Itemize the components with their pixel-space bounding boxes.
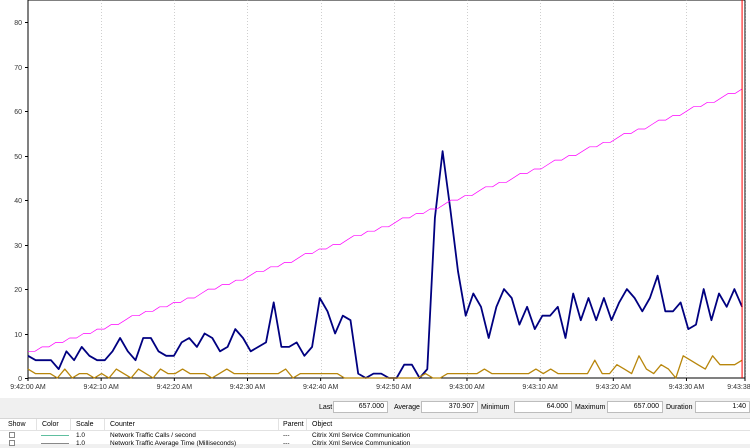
duration-label: Duration <box>666 404 693 411</box>
color-swatch <box>41 435 69 436</box>
column-divider[interactable] <box>278 419 279 430</box>
x-tick-label: 9:43:10 AM <box>522 384 558 391</box>
x-tick-label: 9:43:38 AM <box>727 384 750 391</box>
x-tick-label: 9:43:20 AM <box>596 384 632 391</box>
last-value: 657.000 <box>333 401 388 413</box>
y-tick-label: 60 <box>14 109 22 116</box>
average-value: 370.907 <box>421 401 478 413</box>
x-tick-label: 9:42:30 AM <box>230 384 266 391</box>
performance-graph[interactable]: 0 10 20 30 40 50 60 70 80 9:42:00 AM 9:42:10 AM 9:4… <box>0 0 750 398</box>
counter-cell: Network Traffic Calls / second <box>110 432 196 439</box>
counter-row[interactable]: 1.0 Network Traffic Average Time (Millis… <box>0 440 750 448</box>
show-checkbox[interactable] <box>9 440 15 446</box>
minimum-label: Minimum <box>481 404 510 411</box>
counter-row[interactable]: 1.0 Network Traffic Calls / second --- C… <box>0 432 750 440</box>
x-tick-label: 9:42:40 AM <box>303 384 339 391</box>
x-tick-label: 9:43:30 AM <box>669 384 705 391</box>
column-header-color[interactable]: Color <box>42 421 59 428</box>
counter-list-header: Show Color Scale Counter Parent Object <box>0 419 750 431</box>
object-cell: Citrix Xml Service Communication <box>312 432 411 439</box>
column-header-parent[interactable]: Parent <box>283 421 304 428</box>
x-tick-label: 9:42:20 AM <box>157 384 193 391</box>
y-tick-label: 40 <box>14 198 22 205</box>
x-tick-label: 9:42:10 AM <box>83 384 119 391</box>
column-divider[interactable] <box>70 419 71 430</box>
y-tick-label: 80 <box>14 20 22 27</box>
show-checkbox[interactable] <box>9 432 15 438</box>
series-line-1 <box>27 150 743 379</box>
column-header-show[interactable]: Show <box>8 421 26 428</box>
column-header-counter[interactable]: Counter <box>110 421 135 428</box>
x-tick-label: 9:42:50 AM <box>376 384 412 391</box>
series-line-2 <box>27 355 743 379</box>
y-tick-label: 70 <box>14 65 22 72</box>
y-tick-label: 30 <box>14 243 22 250</box>
series-line-3 <box>28 88 743 352</box>
duration-value: 1:40 <box>695 401 750 413</box>
last-label: Last <box>319 404 333 411</box>
column-divider[interactable] <box>36 419 37 430</box>
scale-cell: 1.0 <box>76 432 86 439</box>
y-tick-label: 10 <box>14 332 22 339</box>
column-divider[interactable] <box>104 419 105 430</box>
y-tick-label: 20 <box>14 287 22 294</box>
maximum-value: 657.000 <box>607 401 663 413</box>
average-label: Average <box>394 404 420 411</box>
plot-frame <box>27 0 746 379</box>
statistics-bar: Last 657.000 Average 370.907 Minimum 64.… <box>0 398 750 419</box>
y-tick-label: 50 <box>14 154 22 161</box>
counter-list: 1.0 Network Traffic Calls / second --- C… <box>0 431 750 447</box>
line-chart: 0 10 20 30 40 50 60 70 80 9:42:00 AM 9:42:10 AM 9:4… <box>10 0 750 391</box>
y-tick-label: 0 <box>18 376 22 383</box>
x-tick-label: 9:42:00 AM <box>10 384 46 391</box>
column-header-scale[interactable]: Scale <box>76 421 94 428</box>
column-header-object[interactable]: Object <box>312 421 333 428</box>
minimum-value: 64.000 <box>514 401 572 413</box>
parent-cell: --- <box>283 432 290 439</box>
maximum-label: Maximum <box>575 404 606 411</box>
x-tick-label: 9:43:00 AM <box>449 384 485 391</box>
column-divider[interactable] <box>306 419 307 430</box>
